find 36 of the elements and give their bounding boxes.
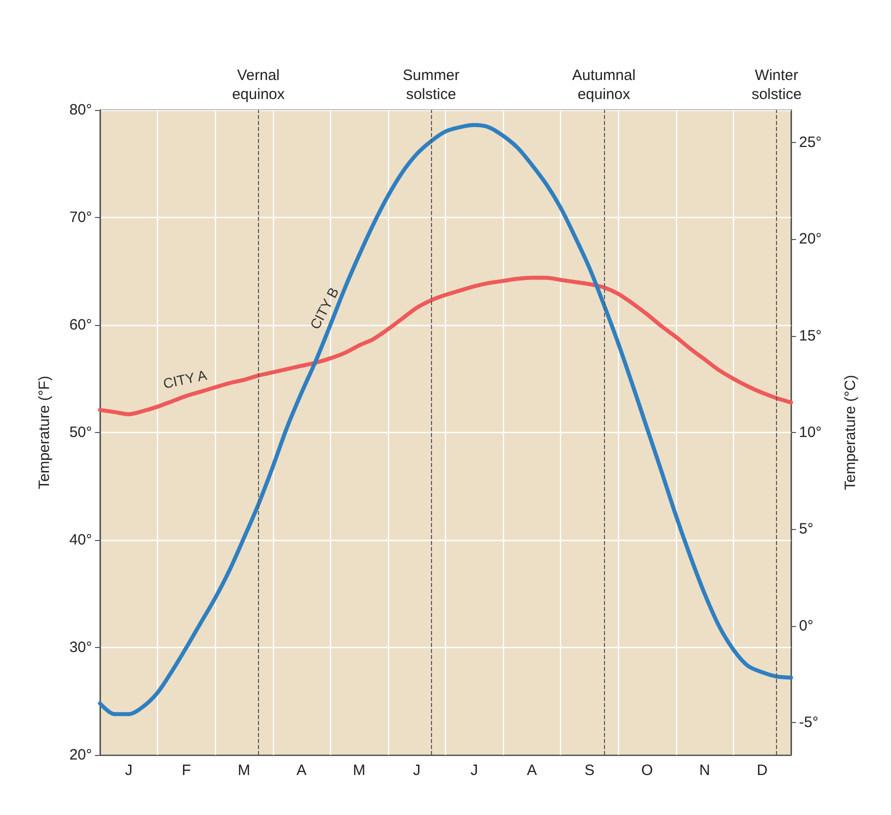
y2-tick-label: 5° — [799, 520, 814, 538]
y-tick-label: 50° — [69, 424, 92, 441]
text: Vernal equinox — [232, 67, 286, 103]
y2-axis-title: Temperature (°C) — [842, 374, 859, 490]
y-tick-label: 70° — [69, 209, 92, 226]
line-series — [98, 123, 793, 716]
x-tick-label: J — [125, 762, 133, 779]
x-tick-label: A — [296, 762, 307, 779]
x-tick-label: O — [641, 762, 653, 779]
text: Autumnal equinox — [572, 67, 636, 103]
x-tick-label: D — [756, 762, 768, 779]
x-tick-label: M — [352, 762, 366, 779]
y-tick-label: 80° — [69, 102, 92, 118]
x-tick-label: J — [412, 762, 420, 779]
y2-tick-label: 15° — [799, 327, 822, 344]
x-tick-label: A — [526, 762, 537, 779]
y-tick-label: 20° — [69, 746, 92, 764]
y-axis-title: Temperature (°F) — [36, 376, 53, 490]
y-tick-label: 60° — [69, 316, 92, 334]
x-tick-label: N — [699, 762, 710, 779]
y2-tick-label: 25° — [799, 134, 822, 151]
text: Summer solstice — [402, 67, 460, 103]
x-tick-label: S — [584, 762, 594, 779]
y2-tick-label: 20° — [799, 230, 822, 248]
y2-tick-label: -5° — [799, 714, 818, 732]
line-series — [98, 276, 793, 416]
x-tick-label: F — [182, 762, 191, 779]
text: CITY A — [162, 366, 209, 392]
y-tick-label: 40° — [69, 532, 92, 548]
y-tick-label: 30° — [69, 639, 92, 656]
text: CITY B — [306, 284, 342, 332]
y2-tick-label: 0° — [799, 617, 814, 634]
text: Winter solstice — [752, 67, 802, 103]
y2-tick-label: 10° — [799, 424, 822, 441]
x-tick-label: J — [470, 762, 478, 779]
x-tick-label: M — [238, 762, 250, 779]
